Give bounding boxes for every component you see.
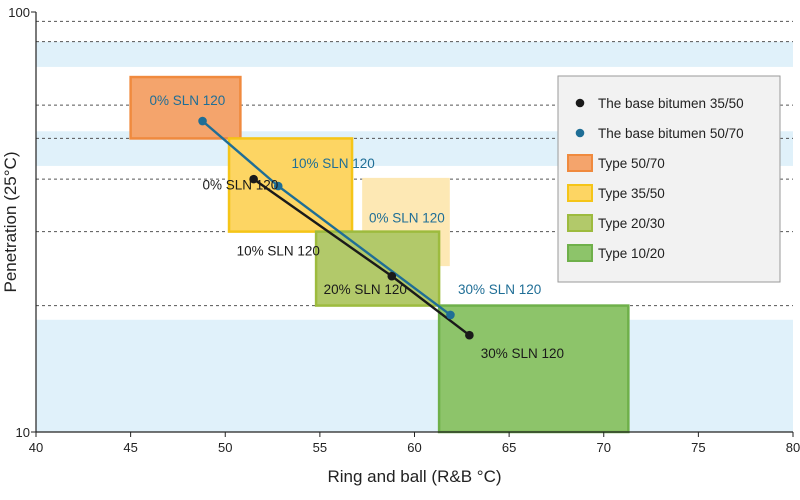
legend-label: Type 35/50 (598, 186, 665, 201)
y-axis-title: Penetration (25°C) (1, 152, 20, 293)
point-label: 0% SLN 120 (149, 93, 225, 108)
x-tick-label: 40 (29, 440, 43, 455)
legend-swatch (567, 244, 593, 262)
region-rect (437, 304, 630, 434)
legend-swatch (567, 154, 593, 172)
region-rect (314, 230, 441, 307)
region-rect (129, 75, 242, 140)
background-band (36, 41, 793, 67)
x-axis-title: Ring and ball (R&B °C) (327, 467, 501, 486)
x-tick-label: 50 (218, 440, 232, 455)
region-rect (227, 137, 354, 233)
legend-label: Type 50/70 (598, 156, 665, 171)
data-point (249, 174, 258, 184)
point-label: 10% SLN 120 (291, 156, 374, 171)
point-label: 0% SLN 120 (369, 211, 445, 226)
y-tick-label: 100 (8, 5, 30, 20)
point-label: 10% SLN 120 (237, 244, 320, 259)
legend-label: The base bitumen 35/50 (598, 96, 744, 111)
legend-swatch (567, 214, 593, 232)
legend-marker (575, 128, 585, 138)
y-tick-label: 10 (16, 425, 30, 440)
point-label: 30% SLN 120 (458, 282, 541, 297)
legend-frame (557, 75, 781, 283)
type-regions (129, 75, 630, 434)
data-point (273, 181, 283, 191)
x-tick-label: 60 (407, 440, 421, 455)
background-band (36, 319, 793, 432)
legend-swatch (567, 184, 593, 202)
x-tick-label: 80 (786, 440, 800, 455)
data-point (198, 116, 207, 126)
x-tick-label: 65 (502, 440, 516, 455)
x-tick-label: 75 (691, 440, 705, 455)
series-points (198, 116, 474, 340)
x-tick-label: 70 (597, 440, 611, 455)
legend-label: Type 20/30 (598, 216, 665, 231)
legend-marker (575, 98, 585, 108)
point-label: 30% SLN 120 (481, 346, 564, 361)
x-tick-label: 55 (313, 440, 327, 455)
data-point (446, 310, 455, 320)
x-tick-label: 45 (123, 440, 137, 455)
legend: The base bitumen 35/50 The base bitumen 5… (557, 75, 781, 283)
data-point (465, 330, 474, 340)
legend-label: Type 10/20 (598, 246, 665, 261)
point-label: 20% SLN 120 (324, 282, 407, 297)
legend-label: The base bitumen 50/70 (598, 126, 744, 141)
point-annotations: 0% SLN 120 10% SLN 120 0% SLN 120 0% SLN 12… (149, 93, 564, 361)
axes: 40 45 50 55 60 65 70 75 80 10 100 (8, 5, 800, 455)
point-label: 0% SLN 120 (202, 177, 278, 192)
data-point (387, 271, 397, 281)
